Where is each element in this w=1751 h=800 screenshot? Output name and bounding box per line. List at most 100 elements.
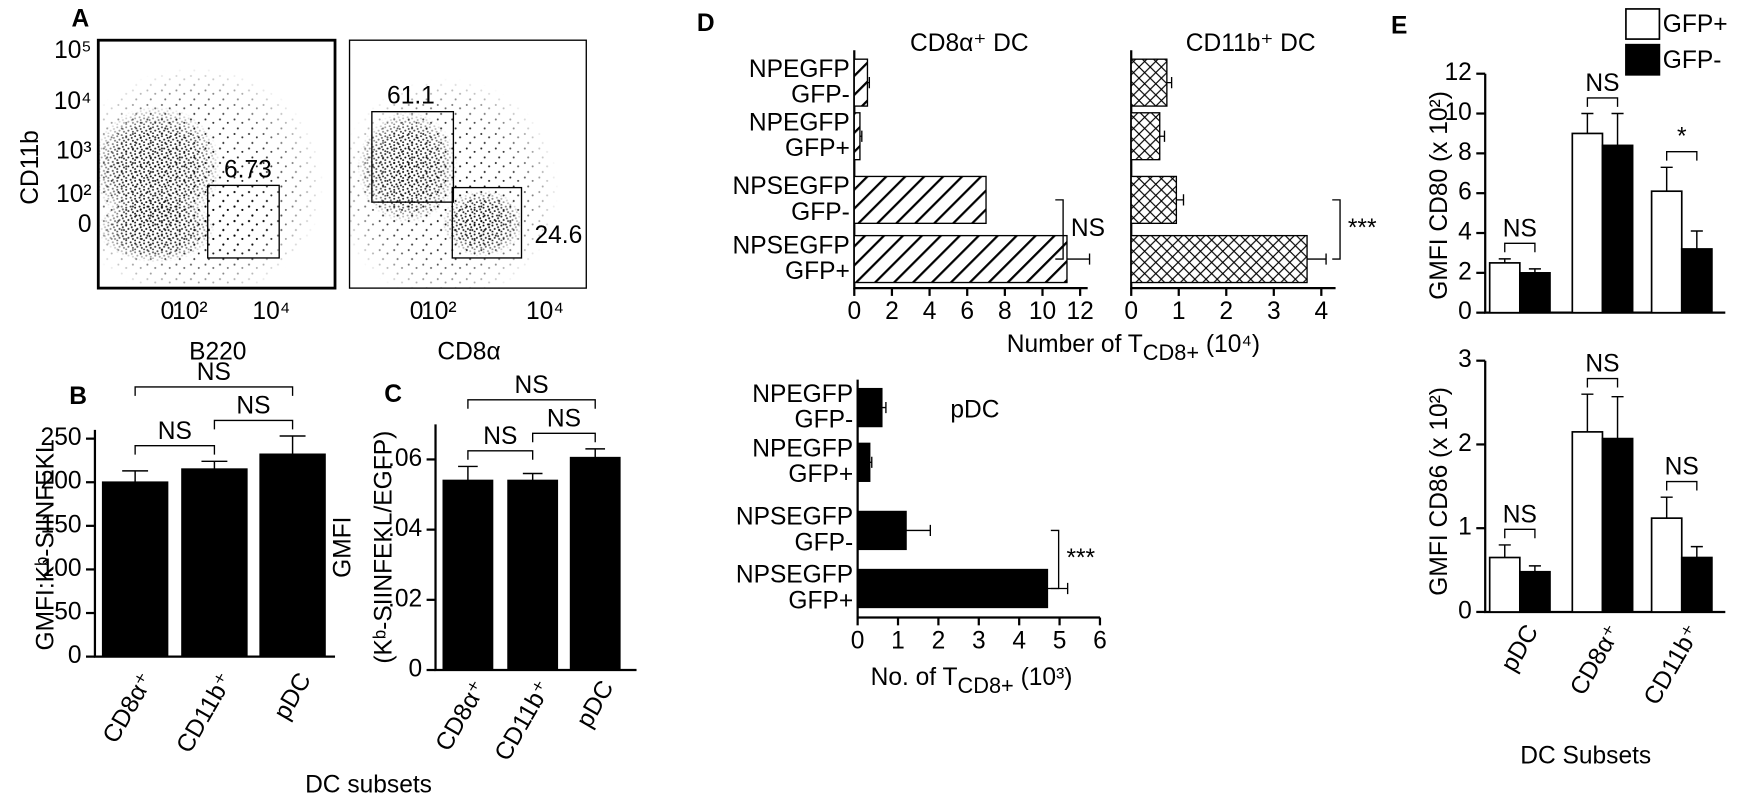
y-tick-label: GFP- <box>791 199 850 226</box>
gate <box>371 110 455 203</box>
gate-label: 61.1 <box>387 83 435 110</box>
x-axis-label-main: No. of T <box>871 664 958 691</box>
bar <box>853 112 861 161</box>
y-tick-label: 0 <box>68 642 82 669</box>
significance-bracket <box>1666 150 1698 161</box>
significance-label: NS <box>547 405 581 432</box>
bar <box>856 510 907 551</box>
significance-bracket <box>1666 480 1698 491</box>
x-tick-label: 3 <box>1267 298 1281 325</box>
error-bar <box>881 402 887 414</box>
error-bar <box>1307 253 1327 265</box>
y-tick-label: 50 <box>54 599 81 626</box>
y-tick-label: GFP- <box>791 82 850 109</box>
y-tick-label: 2 <box>1458 258 1472 285</box>
y-axis-label: CD11b <box>17 130 44 205</box>
significance-bracket <box>1055 199 1064 260</box>
y-tick-label: 10 <box>1445 99 1472 126</box>
significance-bracket <box>213 419 294 430</box>
x-tick-label: 6 <box>960 298 974 325</box>
bar <box>1130 175 1178 225</box>
bar <box>259 453 326 658</box>
y-tick-label: 250 <box>41 424 82 451</box>
y-tick-label: 0 <box>78 211 92 238</box>
significance-label: NS <box>1071 215 1105 242</box>
x-axis-label-sub: CD8+ <box>958 673 1014 698</box>
significance-bracket <box>1504 242 1536 253</box>
error-bar <box>458 465 478 481</box>
y-tick-label: GFP- <box>795 529 854 556</box>
x-tick-label: 0 <box>161 298 175 325</box>
dot-clouds <box>98 67 324 289</box>
x-tick-label: CD11b⁺ <box>490 676 557 765</box>
x-tick-label: CD11b⁺ <box>1639 620 1706 709</box>
panel-label: C <box>384 381 402 408</box>
y-tick-label: 12 <box>1445 59 1472 86</box>
y-tick-label: NPEGFP <box>752 436 853 463</box>
significance-label: NS <box>515 372 549 399</box>
chart-title: pDC <box>950 396 999 423</box>
x-tick-label: 4 <box>923 298 937 325</box>
y-tick-label: .02 <box>388 585 422 612</box>
x-axis-label-tail: (10³) <box>1014 664 1073 691</box>
significance-label: NS <box>236 392 270 419</box>
x-tick-label: 0 <box>847 298 861 325</box>
significance-bracket <box>467 399 596 409</box>
y-tick-label: 3 <box>1458 346 1472 373</box>
significance-bracket <box>134 445 216 455</box>
x-tick-label: 10⁴ <box>526 298 564 325</box>
bar <box>856 568 1049 609</box>
y-axis-label: (Kᵇ-SIINFEKL/EGFP) <box>371 431 398 664</box>
y-tick-label: 6 <box>1458 179 1472 206</box>
y-tick-label: 0 <box>1458 597 1472 624</box>
y-tick-label: NPSEGFP <box>736 504 853 531</box>
bar <box>442 479 494 671</box>
chart-title: CD8α⁺ DC <box>910 30 1029 57</box>
error-bar <box>1498 544 1511 558</box>
bar <box>1601 437 1634 613</box>
y-tick-label: 2 <box>1458 430 1472 457</box>
bar <box>1518 272 1551 314</box>
x-tick-label: 0 <box>410 298 424 325</box>
legend-label: GFP+ <box>1663 11 1728 38</box>
x-tick-label: 10 <box>1029 298 1056 325</box>
x-tick-label: 2 <box>932 628 946 655</box>
x-tick-label: 2 <box>1219 298 1233 325</box>
error-bar <box>1690 545 1703 558</box>
y-tick-label: GFP+ <box>788 461 853 488</box>
x-tick-label: 5 <box>1053 628 1067 655</box>
x-tick-label: 4 <box>1314 298 1328 325</box>
error-bar <box>1159 130 1166 142</box>
x-tick-label: CD8α⁺ <box>98 668 160 748</box>
error-bar <box>122 470 149 483</box>
y-tick-label: 4 <box>1458 219 1472 246</box>
y-tick-label: 10⁵ <box>54 37 91 64</box>
x-axis-label: No. of TCD8+ (10³) <box>871 664 1073 697</box>
x-axis-label-main: Number of T <box>1007 332 1143 359</box>
error-bar <box>1166 77 1173 89</box>
y-tick-label: 1 <box>1458 514 1472 541</box>
y-tick-label: 10³ <box>56 137 91 164</box>
x-tick-label: 1 <box>891 628 905 655</box>
bar <box>853 234 1068 284</box>
x-tick-label: 4 <box>1012 628 1026 655</box>
error-bar <box>1611 395 1624 439</box>
x-tick-label: pDC <box>571 676 619 732</box>
error-bar <box>1660 496 1673 519</box>
error-bar <box>1176 194 1185 206</box>
x-axis-label: CD8α <box>437 338 500 365</box>
y-tick-label: NPSEGFP <box>733 232 850 259</box>
plot-frame <box>96 38 337 290</box>
significance-bracket <box>1504 528 1536 539</box>
bar <box>1488 262 1521 314</box>
x-tick-label: 12 <box>1066 298 1093 325</box>
y-tick-label: 150 <box>41 511 82 538</box>
y-axis-label: GMFI CD80 (x 10²) <box>1426 91 1453 300</box>
x-tick-label: 10⁴ <box>252 298 290 325</box>
error-bar <box>201 460 228 470</box>
y-tick-label: 200 <box>41 468 82 495</box>
significance-bracket <box>1050 529 1060 590</box>
x-tick-label: pDC <box>1496 620 1544 676</box>
error-bar <box>1528 268 1541 273</box>
